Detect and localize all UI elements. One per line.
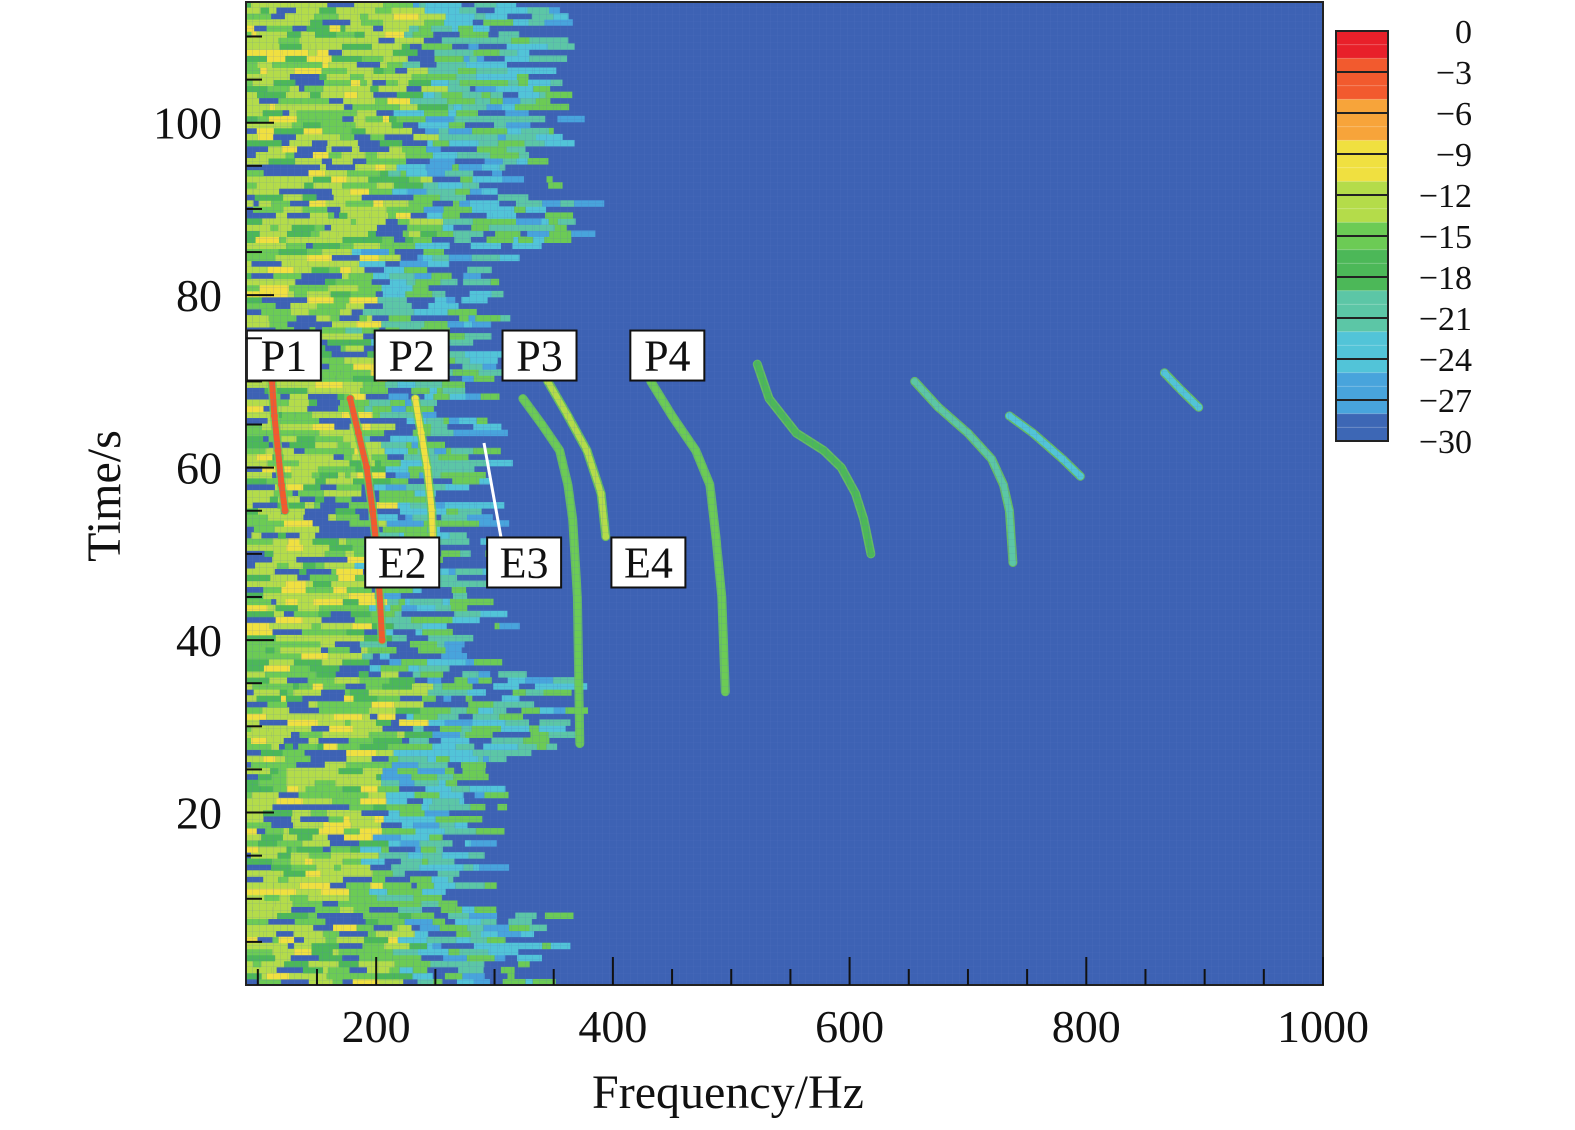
colorbar-segment [1336,331,1388,346]
y-tick-label: 100 [153,98,222,149]
y-axis-ticks: 20 40 60 80 100 [153,35,274,943]
annotation-p3: P3 [501,329,578,382]
annotation-p2: P2 [373,329,450,382]
y-axis-title: Time/s [78,430,131,562]
x-tick-label: 400 [578,1001,647,1052]
colorbar-segment [1336,222,1388,237]
x-tick-label: 800 [1052,1001,1121,1052]
plot-area: P1 P2 P3 P4 E2 E3 E4 [245,1,1324,986]
grid-overlay [246,2,1323,985]
annotation-label: P4 [644,332,690,381]
colorbar-segment [1336,167,1388,182]
annotation-box [501,329,578,382]
annotation-box [364,536,441,589]
colorbar-segment [1336,85,1388,100]
colorbar-segment [1336,208,1388,223]
colorbar-segment [1336,413,1388,428]
colorbar-segment [1336,249,1388,264]
annotation-box [373,329,450,382]
colorbar-tick-label: −21 [1419,301,1472,338]
annotation-box [610,536,687,589]
annotation-box [629,329,706,382]
colorbar-tick-label: −15 [1419,219,1472,256]
annotation-e2: E2 [364,536,441,589]
annotation-label: P2 [388,332,434,381]
colorbar-segment [1336,400,1388,415]
plot-frame [245,1,1324,986]
colorbar-segment [1336,113,1388,128]
colorbar-segment [1336,44,1388,59]
annotation-p4: P4 [629,329,706,382]
annotation-label: P1 [261,332,307,381]
colorbar-segment [1336,290,1388,305]
colorbar-segment [1336,359,1388,374]
y-tick-label: 60 [176,443,222,494]
colorbar-segment [1336,345,1388,360]
x-axis-ticks: 200 400 600 800 1000 [256,957,1369,1052]
x-axis-title: Frequency/Hz [592,1066,864,1119]
colorbar-segment [1336,181,1388,196]
annotation-e3: E3 [486,536,563,589]
y-tick-label: 40 [176,615,222,666]
colorbar-tick-label: −12 [1419,178,1472,215]
annotation-label: E3 [500,538,549,587]
colorbar-segment [1336,427,1388,442]
annotation-e4: E4 [610,536,687,589]
x-tick-label: 600 [815,1001,884,1052]
pointer-line [482,442,504,544]
x-tick-label: 200 [342,1001,411,1052]
x-tick-label: 1000 [1277,1001,1369,1052]
annotation-label: E2 [378,538,427,587]
colorbar-segment [1336,236,1388,251]
colorbar-segment [1336,386,1388,401]
annotation-label: P3 [516,332,562,381]
colorbar-segment [1336,154,1388,169]
colorbar-tick-label: −30 [1419,424,1472,461]
colorbar-segment [1336,277,1388,292]
colorbar-tick-label: 0 [1455,14,1472,51]
colorbar-segment [1336,318,1388,333]
colorbar-tick-label: −27 [1419,383,1472,420]
colorbar-tick-label: −9 [1436,137,1472,174]
colorbar-tick-label: −18 [1419,260,1472,297]
colorbar-segment [1336,372,1388,387]
colorbar-segment [1336,58,1388,73]
colorbar-segment [1336,99,1388,114]
x-axis: 200 400 600 800 1000 Frequency/Hz [256,957,1369,1119]
colorbar-segment [1336,195,1388,210]
colorbar-segment [1336,140,1388,155]
colorbar-tick-label: −6 [1436,96,1472,133]
colorbar-segment [1336,304,1388,319]
annotation-layer: P1 P2 P3 P4 E2 E3 E4 [245,329,706,589]
annotation-box [486,536,563,589]
colorbar-segment [1336,126,1388,141]
colorbar-segment [1336,31,1388,46]
y-axis: 20 40 60 80 100 Time/s [78,35,274,943]
colorbar-tick-label: −3 [1436,55,1472,92]
colorbar: 0 −3 −6 −9 −12 −15 −18 −21 −24 −27 −30 [1335,14,1472,461]
y-tick-label: 20 [176,788,222,839]
y-tick-label: 80 [176,270,222,321]
colorbar-segment [1336,263,1388,278]
colorbar-segment [1336,72,1388,87]
colorbar-tick-label: −24 [1419,342,1472,379]
annotation-label: E4 [624,538,673,587]
